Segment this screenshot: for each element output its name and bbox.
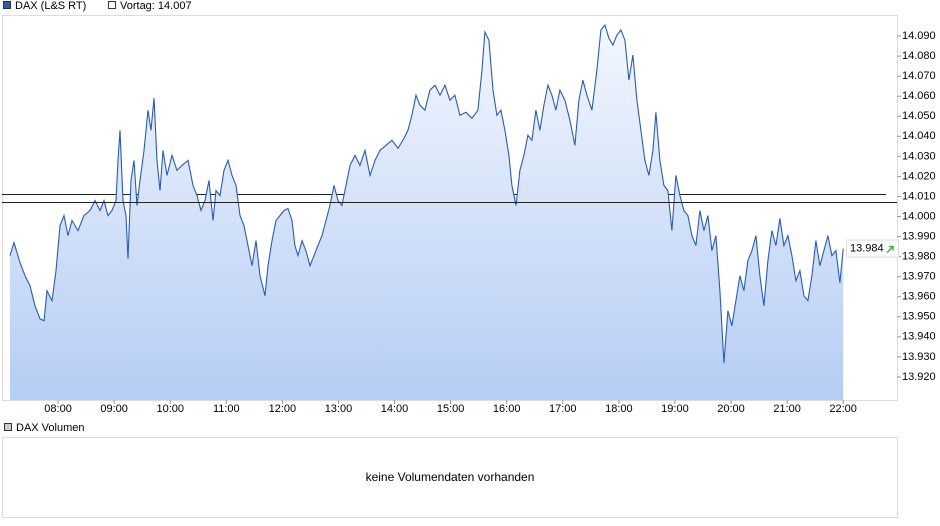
y-tick-label: 14.090 <box>902 30 936 42</box>
y-tick-label: 13.980 <box>902 251 936 263</box>
x-tick-label: 15:00 <box>437 403 465 415</box>
y-tick-label: 14.050 <box>902 110 936 122</box>
x-tick-label: 17:00 <box>549 403 577 415</box>
y-tick-label: 14.000 <box>902 210 936 222</box>
x-tick-label: 19:00 <box>661 403 689 415</box>
y-tick-label: 14.010 <box>902 190 936 202</box>
y-tick-label: 13.960 <box>902 291 936 303</box>
x-tick-label: 10:00 <box>156 403 184 415</box>
y-tick-label: 13.990 <box>902 230 936 242</box>
x-tick-label: 12:00 <box>269 403 297 415</box>
plot: 13.920 13.930 13.940 13.950 13.960 13.970 13.9… <box>2 23 936 415</box>
y-tick-label: 14.030 <box>902 150 936 162</box>
x-tick-label: 22:00 <box>829 403 857 415</box>
x-tick-label: 13:00 <box>325 403 353 415</box>
x-tick-label: 08:00 <box>44 403 72 415</box>
line <box>9 23 844 363</box>
trend-arrow <box>886 246 894 254</box>
legend-swatch <box>108 1 116 9</box>
x-tick-label: 16:00 <box>493 403 521 415</box>
x-tick-label: 14:00 <box>381 403 409 415</box>
legend-swatch <box>3 1 11 9</box>
y-tick-label: 13.930 <box>902 351 936 363</box>
last-value-label: 13.984 <box>850 243 884 255</box>
y-tick-label: 14.080 <box>902 50 936 62</box>
y-tick-label: 13.970 <box>902 271 936 283</box>
y-tick-label: 14.020 <box>902 170 936 182</box>
area <box>10 25 844 400</box>
y-tick-label: 13.940 <box>902 331 936 343</box>
y-tick-label: 13.920 <box>902 371 936 383</box>
y-tick-label: 14.070 <box>902 70 936 82</box>
x-tick-label: 09:00 <box>100 403 128 415</box>
volume-title: DAX Volumen <box>16 422 84 434</box>
volume-message: keine Volumendaten vorhanden <box>366 470 535 484</box>
y-tick-label: 14.040 <box>902 130 936 142</box>
legend-label: DAX (L&S RT) <box>15 0 86 12</box>
legend-label: Vortag: 14.007 <box>120 0 192 12</box>
y-tick-label: 13.950 <box>902 311 936 323</box>
last-value-box <box>846 239 899 258</box>
x-tick-label: 21:00 <box>773 403 801 415</box>
x-tick-label: 11:00 <box>213 403 240 415</box>
volume-frame <box>2 437 898 518</box>
y-tick-label: 14.060 <box>902 90 936 102</box>
x-tick-label: 18:00 <box>605 403 633 415</box>
x-tick-label: 20:00 <box>717 403 745 415</box>
legend-swatch <box>4 423 12 431</box>
